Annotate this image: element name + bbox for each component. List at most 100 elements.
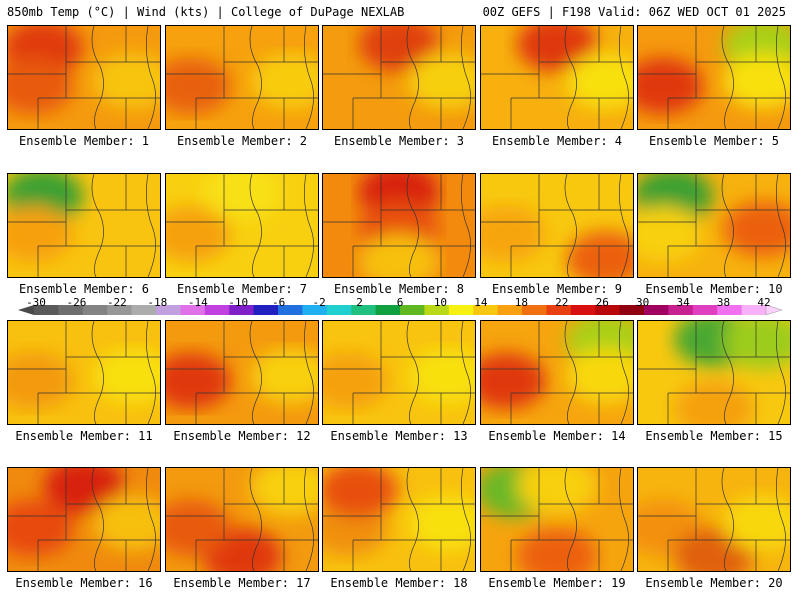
ensemble-map-4 [480,25,634,130]
ensemble-map-7 [165,173,319,278]
state-boundaries [166,26,318,129]
colorbar-segment [619,305,645,315]
member-label: Ensemble Member: 3 [333,134,465,148]
temperature-region [408,53,475,109]
colorbar-segment [326,305,352,315]
temperature-region [359,234,439,277]
colorbar-tick-label: -6 [272,296,286,309]
colorbar-tick-label: 2 [356,296,363,309]
member-label: Ensemble Member: 19 [488,576,626,590]
member-label: Ensemble Member: 5 [648,134,780,148]
temperature-region [566,231,633,277]
ensemble-map-1 [7,25,161,130]
temperature-region [408,495,475,551]
colorbar-segment [302,305,328,315]
temperature-region [517,528,597,571]
ensemble-map-2 [165,25,319,130]
colorbar-tick-label: 42 [757,296,771,309]
ensemble-map-19 [480,467,634,572]
ensemble-map-20 [637,467,791,572]
colorbar-segment [82,305,108,315]
temperature-region [323,468,398,518]
state-boundaries [8,174,160,277]
member-label: Ensemble Member: 14 [488,429,626,443]
temperature-region [481,353,546,409]
state-boundaries [323,26,475,129]
colorbar-segment [351,305,377,315]
temperature-region [251,53,318,109]
ensemble-map-15 [637,320,791,425]
colorbar-segment [424,305,450,315]
state-boundaries [8,468,160,571]
colorbar-segment [58,305,84,315]
temperature-region [674,381,754,424]
colorbar-segment [204,305,230,315]
temperature-region [166,58,231,114]
colorbar-segment [400,305,425,315]
colorbar-tick-label: 22 [555,296,569,309]
temperature-region [481,206,546,262]
colorbar-max-arrow [765,304,783,316]
temperature-region [166,353,231,409]
colorbar-segment [595,305,621,315]
colorbar-segment [180,305,206,315]
temperature-region [723,201,790,257]
temperature-region [8,58,73,114]
ensemble-map-8 [322,173,476,278]
colorbar-segment [668,305,694,315]
temperature-region [8,500,73,556]
state-boundaries [323,174,475,277]
temperature-region [93,53,160,109]
member-label: Ensemble Member: 13 [330,429,468,443]
member-label: Ensemble Member: 15 [645,429,783,443]
colorbar-segment [278,305,303,315]
ensemble-map-14 [480,320,634,425]
ensemble-map-11 [7,320,161,425]
ensemble-map-12 [165,320,319,425]
state-boundaries [481,26,633,129]
temperature-region [44,468,124,514]
colorbar-min-arrow [18,305,34,315]
colorbar-segment [131,305,157,315]
state-boundaries [8,321,160,424]
state-boundaries [166,468,318,571]
temperature-region [638,58,703,114]
member-label: Ensemble Member: 11 [15,429,153,443]
colorbar-tick-label: -14 [187,296,208,309]
member-label: Ensemble Member: 8 [333,282,465,296]
colorbar-segment [741,305,767,315]
member-label: Ensemble Member: 12 [173,429,311,443]
temperature-region [723,53,790,109]
member-label: Ensemble Member: 6 [18,282,150,296]
member-label: Ensemble Member: 16 [15,576,153,590]
state-boundaries [323,468,475,571]
colorbar-tick-label: -26 [66,296,87,309]
temperature-region [166,206,231,262]
colorbar-tick-label: 34 [676,296,690,309]
colorbar-segment [253,305,279,315]
state-boundaries [166,321,318,424]
ensemble-map-6 [7,173,161,278]
member-label: Ensemble Member: 7 [176,282,308,296]
chart-title: 850mb Temp (°C) | Wind (kts) | College o… [7,5,405,19]
member-label: Ensemble Member: 10 [645,282,783,296]
ensemble-map-13 [322,320,476,425]
colorbar-tick-label: 26 [595,296,609,309]
temperature-region [517,26,597,72]
temperature-region [638,206,703,262]
ensemble-map-10 [637,173,791,278]
colorbar-segment [570,305,596,315]
colorbar-segment [497,305,523,315]
temperature-region [202,174,282,220]
temperature-region [566,53,633,109]
colorbar-segment [546,305,572,315]
state-boundaries [481,321,633,424]
member-label: Ensemble Member: 17 [173,576,311,590]
state-boundaries [638,468,790,571]
member-label: Ensemble Member: 20 [645,576,783,590]
temperature-region [93,495,160,551]
state-boundaries [166,174,318,277]
member-label: Ensemble Member: 4 [491,134,623,148]
temperature-region [359,26,439,72]
colorbar-tick-label: 6 [396,296,404,309]
